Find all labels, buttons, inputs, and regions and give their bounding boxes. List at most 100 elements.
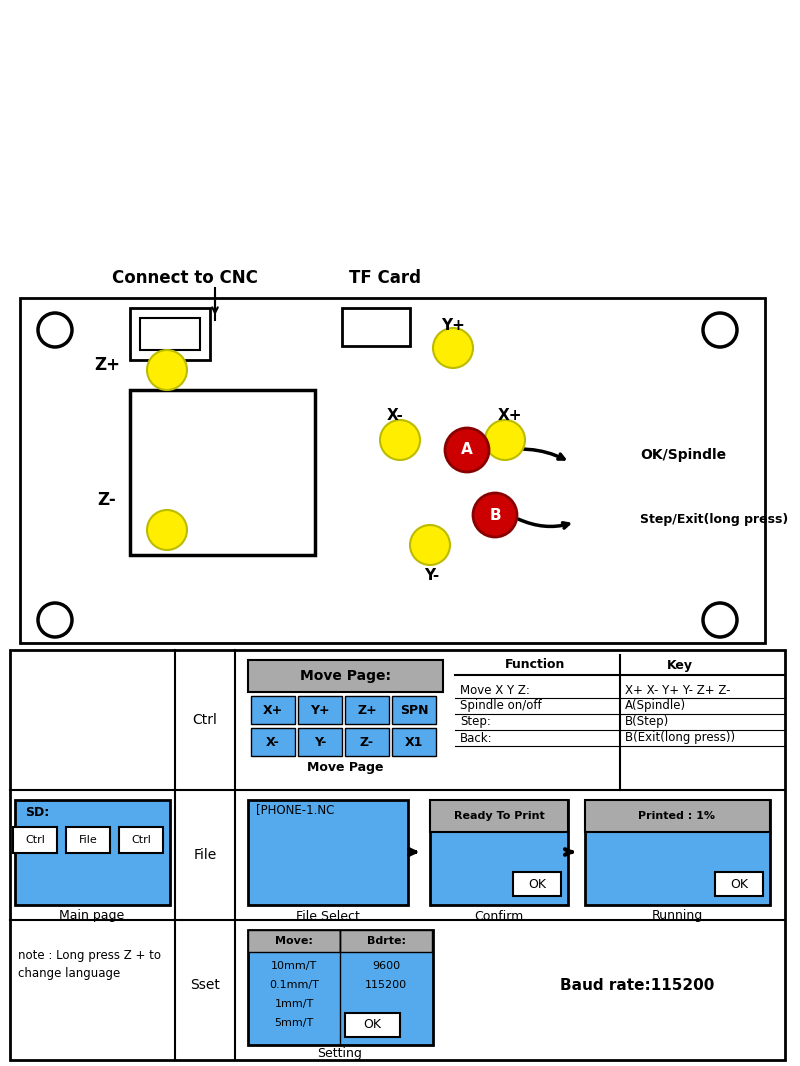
Circle shape: [38, 603, 72, 637]
Text: Confirm: Confirm: [474, 909, 524, 922]
Bar: [298, 696, 342, 724]
Bar: [345, 1013, 400, 1037]
Bar: [585, 800, 770, 905]
Circle shape: [38, 313, 72, 348]
Text: Bdrte:: Bdrte:: [366, 936, 406, 946]
Circle shape: [147, 350, 187, 390]
Text: Z-: Z-: [98, 491, 116, 508]
Text: 5mm/T: 5mm/T: [274, 1018, 314, 1028]
Bar: [513, 872, 561, 897]
Text: X-: X-: [386, 407, 403, 422]
Circle shape: [703, 313, 737, 348]
Text: Printed : 1%: Printed : 1%: [638, 811, 715, 821]
Bar: [340, 930, 432, 952]
Text: 0.1mm/T: 0.1mm/T: [269, 980, 319, 990]
Text: SPN: SPN: [400, 704, 428, 716]
Bar: [10, 650, 785, 1060]
Bar: [248, 660, 443, 692]
Bar: [130, 308, 210, 360]
Text: Y-: Y-: [314, 736, 326, 748]
Text: B: B: [489, 507, 501, 522]
Text: 10mm/T: 10mm/T: [271, 962, 317, 971]
Text: File: File: [194, 847, 217, 862]
Text: B(Step): B(Step): [625, 715, 670, 728]
Text: B(Exit(long press)): B(Exit(long press)): [625, 731, 735, 744]
Text: change language: change language: [18, 967, 120, 980]
Bar: [13, 827, 57, 853]
Text: 1mm/T: 1mm/T: [274, 999, 314, 1010]
Text: Step:: Step:: [460, 715, 491, 728]
Bar: [392, 728, 436, 756]
Bar: [430, 800, 568, 831]
Text: 115200: 115200: [365, 980, 407, 990]
Text: X+: X+: [263, 704, 283, 716]
Text: OK: OK: [528, 877, 546, 890]
Bar: [715, 872, 763, 897]
Text: TF Card: TF Card: [349, 269, 421, 287]
Text: Sset: Sset: [190, 978, 220, 992]
Bar: [15, 800, 170, 905]
Text: Z-: Z-: [360, 736, 374, 748]
Bar: [248, 800, 408, 905]
Circle shape: [147, 510, 187, 550]
Text: Move X Y Z:: Move X Y Z:: [460, 683, 530, 696]
Text: X-: X-: [266, 736, 280, 748]
Text: OK/Spindle: OK/Spindle: [640, 448, 726, 462]
Bar: [298, 728, 342, 756]
Text: X+: X+: [498, 407, 522, 422]
Bar: [119, 827, 163, 853]
Bar: [251, 696, 295, 724]
Circle shape: [485, 420, 525, 461]
Text: X+ X- Y+ Y- Z+ Z-: X+ X- Y+ Y- Z+ Z-: [625, 683, 730, 696]
Text: Spindle on/off: Spindle on/off: [460, 699, 542, 712]
Text: Back:: Back:: [460, 731, 493, 744]
Bar: [392, 696, 436, 724]
Text: OK: OK: [730, 877, 748, 890]
Text: File Select: File Select: [296, 909, 360, 922]
Text: Move:: Move:: [275, 936, 313, 946]
Circle shape: [433, 328, 473, 368]
Circle shape: [410, 524, 450, 565]
Text: Connect to CNC: Connect to CNC: [112, 269, 258, 287]
Text: Y+: Y+: [441, 318, 465, 333]
Circle shape: [703, 603, 737, 637]
Text: Ctrl: Ctrl: [193, 713, 218, 727]
Text: Move Page: Move Page: [306, 761, 383, 775]
Text: Running: Running: [651, 909, 702, 922]
Bar: [130, 390, 315, 555]
Bar: [251, 728, 295, 756]
Bar: [20, 298, 765, 643]
Text: Ready To Print: Ready To Print: [454, 811, 544, 821]
Bar: [430, 800, 568, 905]
Text: A: A: [461, 442, 473, 457]
Text: OK: OK: [363, 1018, 381, 1032]
Bar: [66, 827, 110, 853]
Text: Step/Exit(long press): Step/Exit(long press): [640, 514, 788, 527]
Text: Y-: Y-: [424, 567, 440, 582]
Text: Move Page:: Move Page:: [299, 669, 390, 683]
Bar: [585, 800, 770, 831]
Circle shape: [380, 420, 420, 461]
Bar: [248, 930, 433, 1045]
Text: File: File: [78, 835, 98, 845]
Text: Y+: Y+: [310, 704, 330, 716]
Text: Ctrl: Ctrl: [25, 835, 45, 845]
Text: Z+: Z+: [357, 704, 377, 716]
Text: SD:: SD:: [25, 806, 50, 819]
Text: note : Long press Z + to: note : Long press Z + to: [18, 949, 161, 962]
Text: A(Spindle): A(Spindle): [625, 699, 686, 712]
Circle shape: [473, 492, 517, 537]
Text: Baud rate:115200: Baud rate:115200: [560, 978, 714, 992]
Text: [PHONE-1.NC: [PHONE-1.NC: [256, 804, 334, 817]
Text: Ctrl: Ctrl: [131, 835, 151, 845]
Circle shape: [445, 429, 489, 472]
Bar: [345, 696, 389, 724]
Bar: [248, 930, 340, 952]
Text: Setting: Setting: [318, 1047, 362, 1060]
Text: Main page: Main page: [59, 909, 125, 922]
Text: Z+: Z+: [94, 356, 120, 374]
Text: X1: X1: [405, 736, 423, 748]
Bar: [345, 728, 389, 756]
Bar: [140, 318, 200, 350]
Text: 9600: 9600: [372, 962, 400, 971]
